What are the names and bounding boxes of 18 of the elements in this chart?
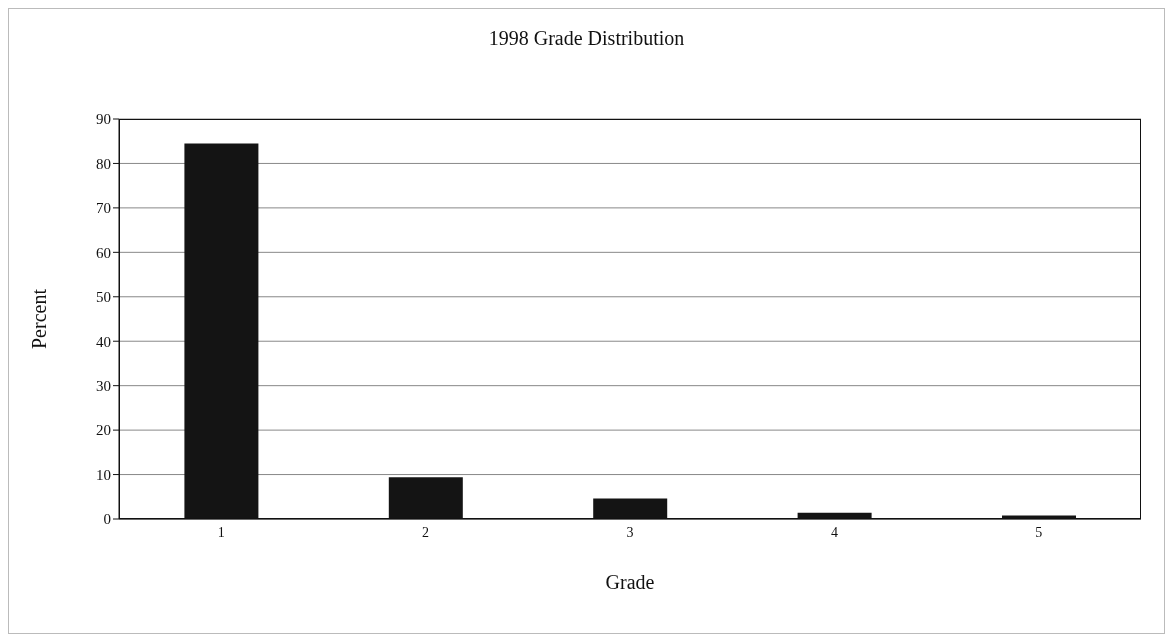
y-tick-label: 40 [96,333,111,350]
chart-title: 1998 Grade Distribution [487,27,686,50]
x-tick-label: 1 [217,524,225,540]
y-tick-label: 60 [96,244,111,261]
y-axis-title: Percent [28,288,51,349]
x-tick-label: 4 [830,524,838,540]
x-tick-label: 2 [422,524,430,540]
x-axis-title: Grade [605,571,655,593]
y-tick-label: 70 [96,200,111,217]
y-tick-label: 80 [96,155,111,172]
x-tick-label: 5 [1035,524,1043,540]
y-tick-label: 50 [96,289,111,306]
x-tick-label: 3 [626,524,634,540]
y-tick-label: 0 [103,511,111,528]
y-tick-label: 10 [96,466,111,483]
y-tick-label: 30 [96,377,111,394]
y-tick-label: 90 [96,111,111,128]
y-tick-label: 20 [96,422,111,439]
